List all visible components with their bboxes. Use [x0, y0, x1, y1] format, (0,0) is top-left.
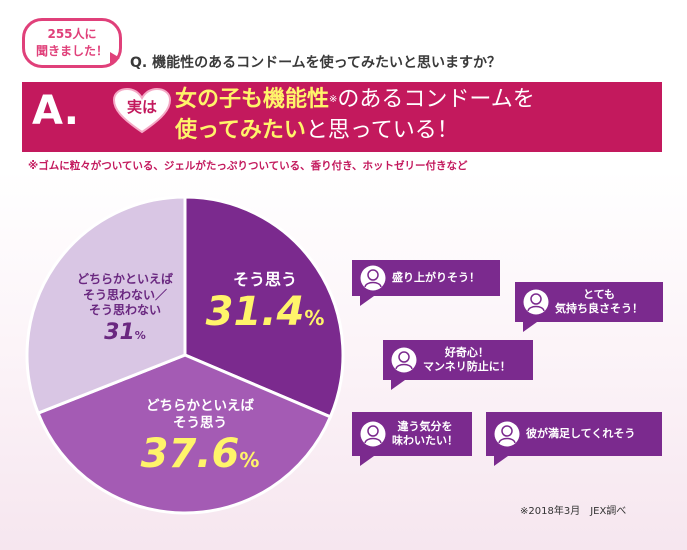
woman-avatar-icon — [360, 421, 386, 447]
heart-icon — [113, 88, 171, 134]
slice-label-no: どちらかといえば そう思わない／ そう思わない 31% — [45, 272, 205, 350]
answer-line1: 女の子も機能性※のあるコンドームを — [175, 86, 535, 114]
comment-3-line2: マンネリ防止に！ — [423, 360, 511, 373]
comment-1-line1: 盛り上がりそう！ — [392, 271, 480, 284]
answer-mark: A. — [32, 88, 79, 134]
slice-yes-text: そう思う — [232, 270, 297, 289]
comment-2-line1: とても — [582, 288, 616, 301]
pie-slice-no — [25, 195, 187, 416]
question-text: Q. 機能性のあるコンドームを使ってみたいと思いますか？ — [130, 55, 501, 71]
comment-3-line1: 好奇心！ — [444, 346, 489, 359]
slice-label-somewhat: どちらかといえば そう思う 37.6% — [110, 398, 290, 482]
comment-4-line2: 味わいたい！ — [392, 434, 458, 447]
pie-slice-yes — [183, 195, 345, 419]
badge-line1: 255人に — [47, 27, 97, 41]
pie-slice-somewhat — [36, 353, 333, 515]
badge-tail — [110, 52, 120, 64]
slice-label-yes: そう思う 31.4% — [205, 270, 325, 340]
answer-line1-highlight: 女の子も機能性 — [175, 87, 330, 112]
woman-avatar-icon — [360, 265, 386, 291]
source-note: ※2018年3月 JEX調べ — [520, 506, 627, 517]
woman-avatar-icon — [523, 289, 549, 315]
woman-avatar-icon — [494, 421, 520, 447]
comment-bubble-1: 盛り上がりそう！ — [352, 260, 500, 306]
answer-note-mark: ※ — [329, 94, 338, 105]
answer-line2: 使ってみたいと思っている！ — [175, 117, 459, 145]
answer-line2-highlight: 使ってみたい — [175, 118, 306, 143]
comment-5-line1: 彼が満足してくれそう — [526, 427, 636, 440]
slice-no-text3: そう思わない — [88, 303, 161, 317]
comment-4-line1: 違う気分を — [397, 420, 453, 433]
comment-bubble-5: 彼が満足してくれそう — [486, 412, 662, 466]
slice-yes-value: 31.4% — [205, 289, 325, 335]
slice-somewhat-text2: そう思う — [173, 415, 227, 431]
slice-no-value: 31% — [104, 319, 146, 345]
comment-bubble-2: とても 気持ち良さそう！ — [515, 282, 663, 332]
heart-label: 実は — [126, 98, 157, 116]
answer-line2-rest: と思っている！ — [305, 118, 459, 143]
respondent-count-badge: 255人に 聞きました！ — [22, 18, 122, 68]
answer-line1-rest: のあるコンドームを — [337, 87, 535, 112]
slice-somewhat-text1: どちらかといえば — [146, 398, 254, 414]
slice-no-text1: どちらかといえば — [76, 272, 173, 286]
comment-bubble-4: 違う気分を 味わいたい！ — [352, 412, 472, 466]
slice-no-text2: そう思わない／ — [82, 287, 167, 302]
slice-somewhat-value: 37.6% — [140, 431, 260, 477]
comment-2-line2: 気持ち良さそう！ — [555, 302, 643, 315]
comment-bubble-3: 好奇心！ マンネリ防止に！ — [383, 340, 533, 390]
woman-avatar-icon — [391, 347, 417, 373]
badge-line2: 聞きました！ — [35, 44, 108, 58]
footnote-examples: ※ゴムに粒々がついている、ジェルがたっぷりついている、香り付き、ホットゼリー付き… — [28, 160, 468, 172]
